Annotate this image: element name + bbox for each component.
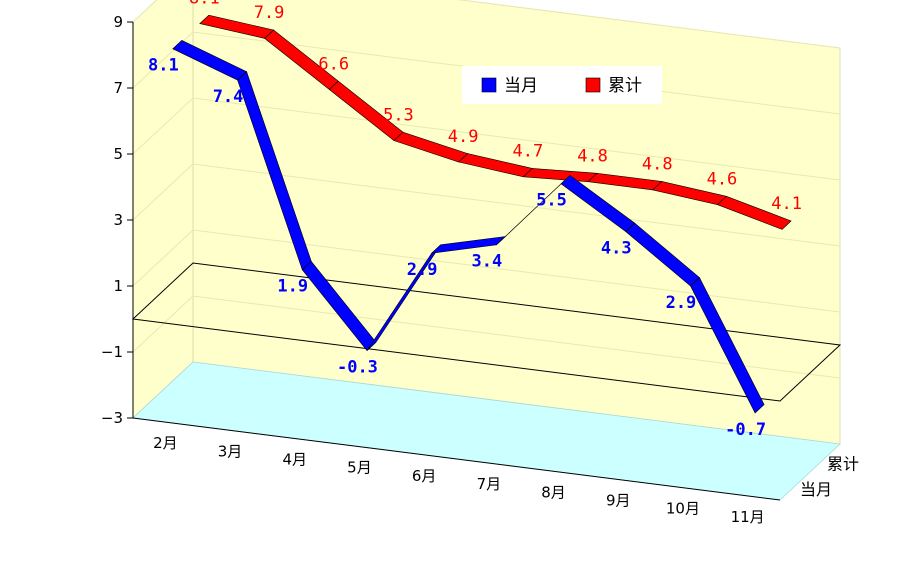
legend-swatch xyxy=(481,77,497,93)
x-tick-label: 8月 xyxy=(541,483,566,501)
zero-plane-outline xyxy=(131,262,842,402)
cumulative-value-label: 4.8 xyxy=(642,155,673,175)
y-tick-label: −1 xyxy=(101,343,123,361)
monthly-segment xyxy=(690,277,765,414)
depth-label: 当月 xyxy=(800,480,832,499)
legend: 当月 累计 xyxy=(462,66,662,104)
cumulative-segment xyxy=(716,195,792,230)
x-tick-label: 3月 xyxy=(218,442,243,460)
x-tick-label: 4月 xyxy=(282,451,307,469)
gridline xyxy=(132,295,841,379)
cumulative-value-label: 4.9 xyxy=(448,127,479,147)
x-tick-label: 11月 xyxy=(731,508,765,526)
gridline xyxy=(132,229,841,313)
cumulative-value-label: 4.8 xyxy=(577,147,608,167)
cumulative-value-label: 7.9 xyxy=(254,3,285,23)
depth-label: 累计 xyxy=(827,455,859,474)
monthly-value-label: 4.3 xyxy=(601,238,632,258)
legend-label: 当月 xyxy=(504,76,538,96)
y-tick-label: 1 xyxy=(113,277,123,295)
monthly-value-label: 7.4 xyxy=(213,87,244,107)
monthly-value-label: 3.4 xyxy=(471,252,502,272)
gridline xyxy=(132,97,841,181)
y-tick-label: 7 xyxy=(113,79,123,97)
cumulative-value-label: 4.7 xyxy=(512,142,543,162)
data-labels: 8.1 7.9 6.6 5.3 4.9 4.7 4.8 4.8 4.6 4.1 8.1 7.4 1.9 -… xyxy=(148,0,802,440)
series-monthly xyxy=(172,40,765,414)
cumulative-value-label: 8.1 xyxy=(189,0,220,8)
x-tick-label: 9月 xyxy=(606,492,631,510)
legend-label: 累计 xyxy=(608,76,642,96)
monthly-value-label: 8.1 xyxy=(148,56,179,76)
x-tick-label: 5月 xyxy=(347,459,372,477)
y-tick-label: 5 xyxy=(113,145,123,163)
cumulative-value-label: 6.6 xyxy=(318,54,349,74)
x-tick-label: 7月 xyxy=(477,475,502,493)
zero-plane xyxy=(131,262,842,402)
x-tick-label: 2月 xyxy=(153,434,178,452)
cumulative-value-label: 4.6 xyxy=(707,170,738,190)
monthly-value-label: 5.5 xyxy=(536,191,567,211)
cumulative-value-label: 5.3 xyxy=(383,105,414,125)
y-tick-label: 9 xyxy=(113,13,123,31)
monthly-value-label: 1.9 xyxy=(277,277,308,297)
y-tick-label: 3 xyxy=(113,211,123,229)
monthly-value-label: 2.9 xyxy=(407,260,438,280)
gridline xyxy=(132,0,841,49)
cumulative-value-label: 4.1 xyxy=(771,194,802,214)
monthly-value-label: 2.9 xyxy=(666,293,697,313)
monthly-value-label: -0.3 xyxy=(337,357,378,377)
x-axis xyxy=(132,417,781,501)
series-cumulative xyxy=(199,14,792,230)
legend-swatch xyxy=(585,77,601,93)
x-tick-label: 10月 xyxy=(666,500,700,518)
monthly-value-label: -0.7 xyxy=(725,420,766,440)
y-tick-label: −3 xyxy=(101,409,123,427)
x-tick-label: 6月 xyxy=(412,467,437,485)
